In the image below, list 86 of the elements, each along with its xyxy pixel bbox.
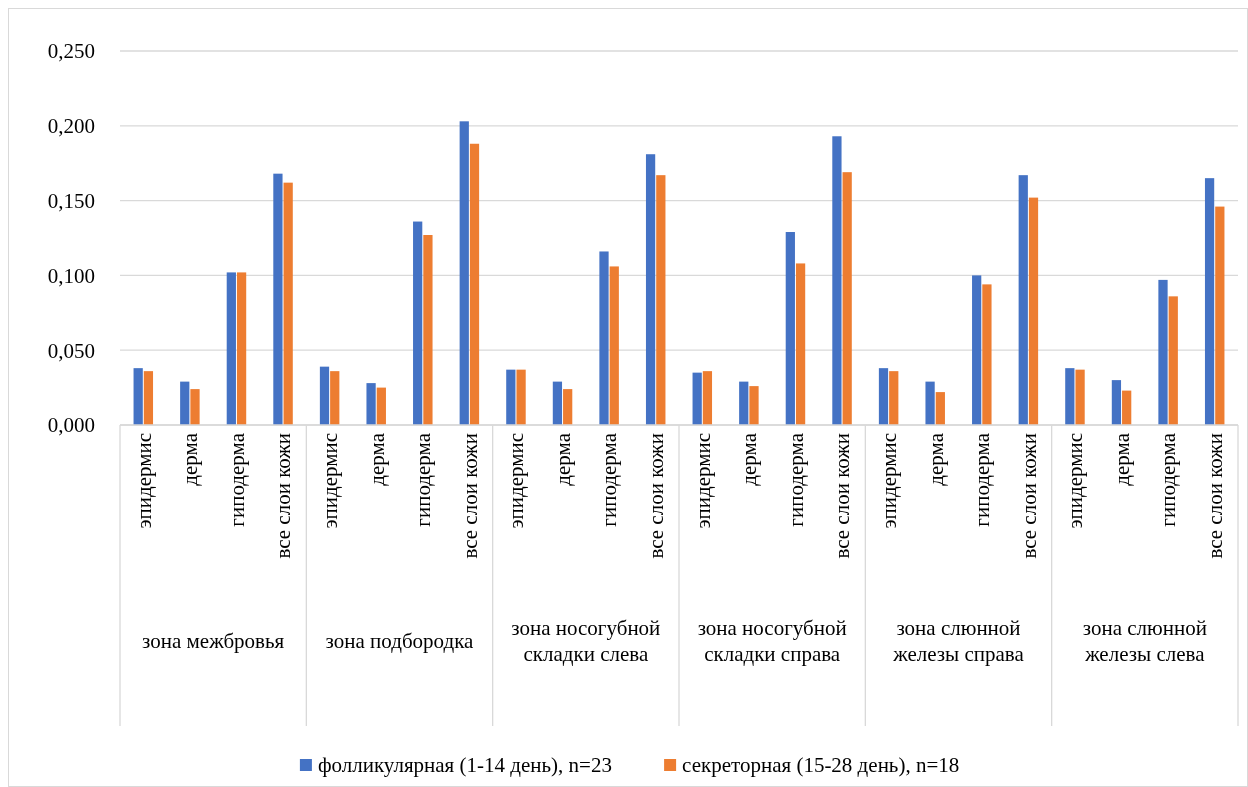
- bar: [935, 392, 945, 425]
- bar: [1075, 369, 1085, 425]
- x-tick-label: все слои кожи: [1203, 433, 1228, 559]
- bar: [283, 182, 293, 425]
- bar: [702, 371, 713, 425]
- x-tick-label: дерма: [550, 432, 575, 486]
- bar: [1204, 178, 1215, 425]
- x-tick-label: дерма: [1109, 432, 1134, 486]
- bar: [1065, 368, 1075, 425]
- text: зона межбровья: [142, 629, 285, 653]
- x-tick-label: гиподерма: [224, 432, 249, 527]
- bar: [1111, 380, 1122, 425]
- bar: [273, 173, 283, 425]
- x-tick-label: дерма: [737, 432, 762, 486]
- x-tick-label: гиподерма: [1156, 432, 1181, 527]
- x-tick-label: все слои кожи: [271, 433, 296, 559]
- y-tick-label: 0,150: [47, 188, 95, 213]
- bar: [236, 272, 247, 425]
- bar: [1018, 175, 1028, 425]
- text: зона слюнной железы слева: [1082, 616, 1207, 666]
- text: зона носогубной складки слева: [511, 616, 661, 666]
- x-tick-label: все слои кожи: [830, 433, 855, 559]
- bar: [925, 381, 935, 425]
- bar: [469, 143, 480, 425]
- bar: [785, 232, 795, 425]
- x-tick-label: гиподерма: [970, 432, 995, 527]
- bar: [413, 221, 423, 425]
- legend-label: фолликулярная (1-14 день), n=23: [317, 753, 612, 778]
- bar: [516, 369, 526, 425]
- bar: [1158, 279, 1168, 425]
- bar: [506, 369, 516, 425]
- bar: [982, 284, 992, 425]
- x-tick-label: эпидермис: [317, 433, 342, 529]
- x-tick-label: все слои кожи: [644, 433, 669, 559]
- x-tick-label: эпидермис: [504, 433, 529, 529]
- y-tick-label: 0,050: [47, 338, 95, 363]
- bar: [749, 386, 759, 425]
- bar: [376, 387, 386, 425]
- x-tick-label: дерма: [178, 432, 203, 486]
- bar: [1028, 197, 1039, 425]
- bar: [459, 121, 469, 425]
- x-tick-label: эпидермис: [876, 433, 901, 529]
- bar: [423, 235, 433, 425]
- bar: [330, 371, 340, 425]
- text: зона подбородка: [325, 629, 475, 653]
- x-tick-label: дерма: [923, 432, 948, 486]
- bar: [1215, 206, 1225, 425]
- bar: [795, 263, 806, 425]
- x-tick-label: эпидермис: [131, 433, 156, 529]
- x-tick-label: все слои кожи: [1016, 433, 1041, 559]
- bar: [1168, 296, 1178, 425]
- bar: [133, 368, 143, 425]
- bar: [143, 371, 154, 425]
- bar: [563, 389, 573, 425]
- bar: [842, 172, 852, 425]
- y-tick-label: 0,200: [47, 114, 95, 139]
- bar: [552, 381, 563, 425]
- bar: [739, 381, 749, 425]
- x-tick-label: гиподерма: [411, 432, 436, 527]
- bar: [972, 275, 982, 425]
- bar: [889, 371, 899, 425]
- x-tick-label: все слои кожи: [457, 433, 482, 559]
- bar: [599, 251, 609, 425]
- x-tick-label: гиподерма: [783, 432, 808, 527]
- legend-label: секреторная (15-28 день), n=18: [682, 753, 960, 778]
- x-tick-label: дерма: [364, 432, 389, 486]
- bar: [878, 368, 889, 425]
- y-tick-label: 0,250: [47, 39, 95, 64]
- y-tick-label: 0,100: [47, 263, 95, 288]
- bar: [319, 366, 330, 425]
- bar: [1122, 390, 1132, 425]
- bar: [190, 389, 200, 425]
- bar: [832, 136, 842, 425]
- bar: [180, 381, 190, 425]
- bar: [645, 154, 656, 425]
- bar: [366, 383, 376, 425]
- bar: [226, 272, 236, 425]
- bar: [656, 175, 666, 425]
- bar: [692, 372, 702, 425]
- x-tick-label: эпидермис: [690, 433, 715, 529]
- x-tick-label: гиподерма: [597, 432, 622, 527]
- x-tick-label: эпидермис: [1063, 433, 1088, 529]
- y-tick-label: 0,000: [47, 413, 95, 438]
- text: зона носогубной складки справа: [697, 616, 847, 666]
- text: зона слюнной железы справа: [892, 616, 1025, 666]
- bar: [609, 266, 619, 425]
